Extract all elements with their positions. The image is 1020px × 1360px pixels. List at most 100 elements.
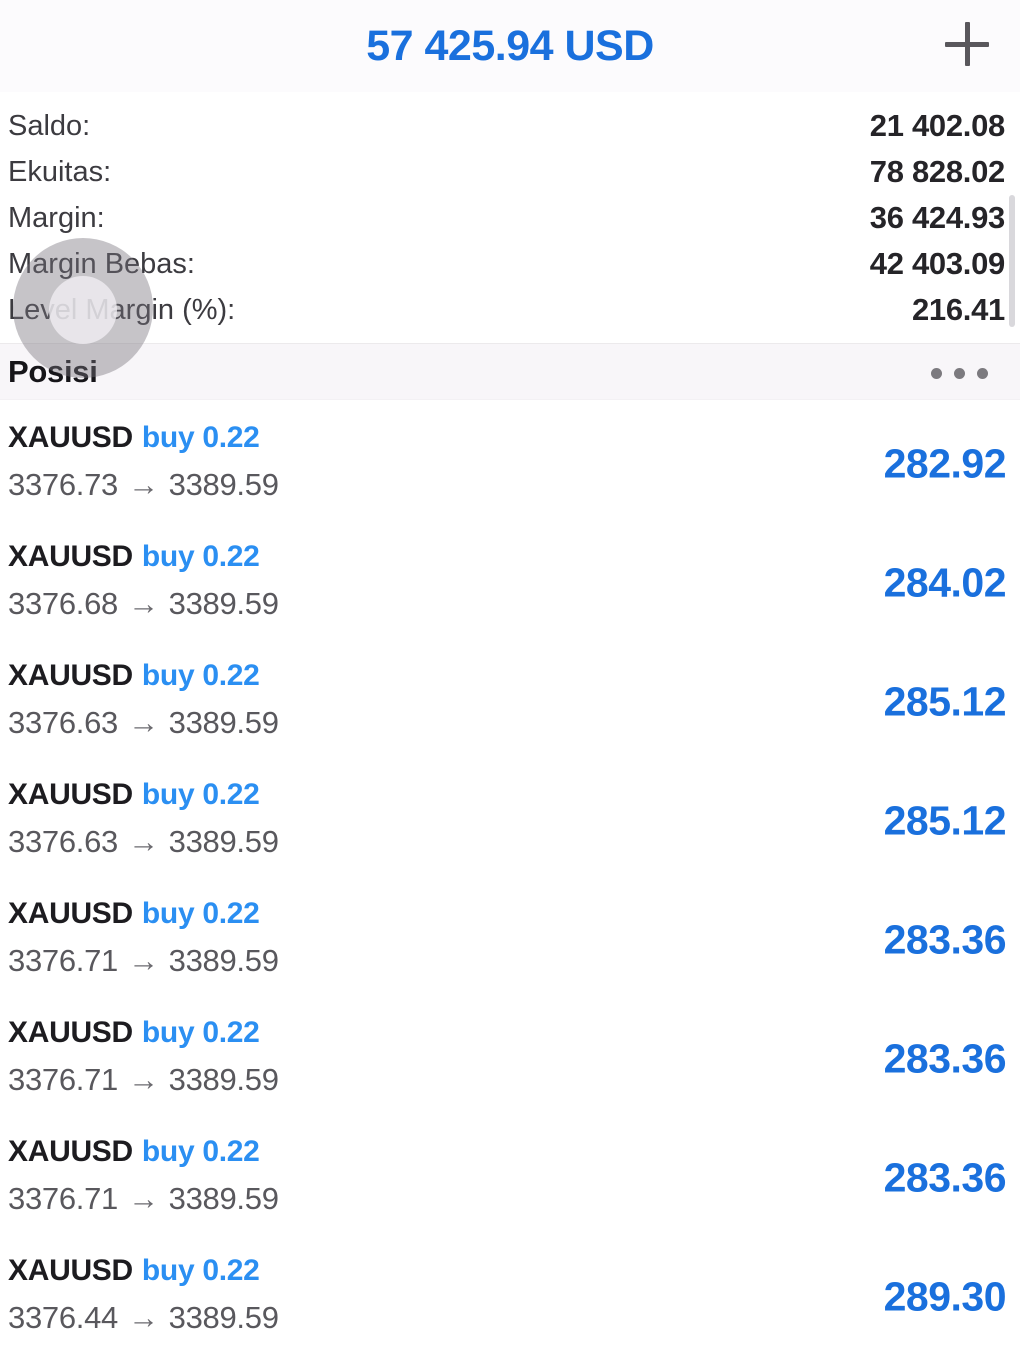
account-summary: Saldo: 21 402.08 Ekuitas: 78 828.02 Marg… — [0, 92, 1020, 378]
arrow-right-icon: → — [127, 586, 159, 621]
position-title: XAUUSD buy 0.22 — [8, 660, 1006, 692]
position-row[interactable]: XAUUSD buy 0.22 3376.44 → 3389.59 289.30 — [0, 1241, 1020, 1360]
arrow-right-icon: → — [127, 1181, 159, 1216]
position-title: XAUUSD buy 0.22 — [8, 541, 1006, 573]
summary-row: Level Margin (%): 216.41 — [8, 287, 1005, 333]
summary-row: Margin: 36 424.93 — [8, 195, 1005, 241]
position-symbol: XAUUSD — [8, 659, 133, 692]
open-price: 3376.63 — [8, 824, 118, 859]
position-symbol: XAUUSD — [8, 778, 133, 811]
summary-label: Margin Bebas: — [8, 247, 195, 280]
position-prices: 3376.44 → 3389.59 — [8, 1300, 1006, 1336]
ellipsis-icon — [954, 368, 965, 379]
position-profit: 289.30 — [883, 1273, 1007, 1320]
position-profit: 284.02 — [883, 559, 1007, 606]
summary-row: Saldo: 21 402.08 — [8, 103, 1005, 149]
position-symbol: XAUUSD — [8, 897, 133, 930]
current-price: 3389.59 — [168, 824, 279, 859]
summary-label: Margin: — [8, 201, 105, 234]
position-side-volume: buy 0.22 — [141, 1016, 260, 1049]
arrow-right-icon: → — [127, 824, 159, 859]
position-title: XAUUSD buy 0.22 — [8, 779, 1006, 811]
add-order-button[interactable] — [944, 21, 990, 67]
position-prices: 3376.71 → 3389.59 — [8, 1181, 1006, 1217]
summary-row: Ekuitas: 78 828.02 — [8, 149, 1005, 195]
current-price: 3389.59 — [168, 943, 279, 978]
position-profit: 282.92 — [883, 440, 1007, 487]
position-symbol: XAUUSD — [8, 1016, 133, 1049]
position-side-volume: buy 0.22 — [141, 540, 260, 573]
arrow-right-icon: → — [127, 467, 159, 502]
position-side-volume: buy 0.22 — [141, 1254, 260, 1287]
position-side-volume: buy 0.22 — [141, 1135, 260, 1168]
position-symbol: XAUUSD — [8, 1254, 133, 1287]
position-profit: 283.36 — [883, 916, 1007, 963]
summary-value: 21 402.08 — [869, 108, 1006, 143]
arrow-right-icon: → — [127, 1300, 159, 1335]
position-profit: 283.36 — [883, 1154, 1007, 1201]
position-title: XAUUSD buy 0.22 — [8, 898, 1006, 930]
position-prices: 3376.71 → 3389.59 — [8, 943, 1006, 979]
position-title: XAUUSD buy 0.22 — [8, 1136, 1006, 1168]
position-profit: 283.36 — [883, 1035, 1007, 1082]
section-title: Posisi — [8, 353, 98, 389]
position-profit: 285.12 — [883, 678, 1007, 725]
positions-list: XAUUSD buy 0.22 3376.73 → 3389.59 282.92 XA… — [0, 408, 1020, 1360]
open-price: 3376.63 — [8, 705, 118, 740]
open-price: 3376.73 — [8, 467, 118, 502]
plus-icon — [965, 22, 970, 66]
current-price: 3389.59 — [168, 1300, 279, 1335]
position-title: XAUUSD buy 0.22 — [8, 422, 1006, 454]
position-row[interactable]: XAUUSD buy 0.22 3376.73 → 3389.59 282.92 — [0, 408, 1020, 527]
summary-value: 78 828.02 — [869, 154, 1006, 189]
position-row[interactable]: XAUUSD buy 0.22 3376.71 → 3389.59 283.36 — [0, 884, 1020, 1003]
open-price: 3376.71 — [8, 943, 118, 978]
position-title: XAUUSD buy 0.22 — [8, 1255, 1006, 1287]
position-prices: 3376.68 → 3389.59 — [8, 586, 1006, 622]
position-title: XAUUSD buy 0.22 — [8, 1017, 1006, 1049]
position-side-volume: buy 0.22 — [141, 421, 260, 454]
open-price: 3376.44 — [8, 1300, 118, 1335]
position-row[interactable]: XAUUSD buy 0.22 3376.71 → 3389.59 283.36 — [0, 1122, 1020, 1241]
position-row[interactable]: XAUUSD buy 0.22 3376.68 → 3389.59 284.02 — [0, 527, 1020, 646]
open-price: 3376.68 — [8, 586, 118, 621]
summary-label: Saldo: — [8, 109, 91, 142]
position-prices: 3376.73 → 3389.59 — [8, 467, 1006, 503]
scrollbar[interactable] — [1009, 195, 1015, 327]
account-balance: 57 425.94 USD — [366, 21, 654, 70]
summary-value: 36 424.93 — [869, 200, 1006, 235]
current-price: 3389.59 — [168, 705, 279, 740]
position-side-volume: buy 0.22 — [141, 778, 260, 811]
position-prices: 3376.71 → 3389.59 — [8, 1062, 1006, 1098]
position-side-volume: buy 0.22 — [141, 897, 260, 930]
summary-label: Level Margin (%): — [8, 293, 236, 326]
position-symbol: XAUUSD — [8, 540, 133, 573]
ellipsis-icon — [931, 368, 942, 379]
positions-menu-button[interactable] — [921, 358, 1012, 385]
summary-value: 216.41 — [911, 292, 1005, 327]
positions-section-header: Posisi — [0, 343, 1020, 400]
arrow-right-icon: → — [127, 943, 159, 978]
open-price: 3376.71 — [8, 1062, 118, 1097]
current-price: 3389.59 — [168, 1062, 279, 1097]
summary-value: 42 403.09 — [869, 246, 1006, 281]
position-row[interactable]: XAUUSD buy 0.22 3376.63 → 3389.59 285.12 — [0, 646, 1020, 765]
position-prices: 3376.63 → 3389.59 — [8, 824, 1006, 860]
position-profit: 285.12 — [883, 797, 1007, 844]
header: 57 425.94 USD — [0, 0, 1020, 92]
arrow-right-icon: → — [127, 1062, 159, 1097]
current-price: 3389.59 — [168, 467, 279, 502]
current-price: 3389.59 — [168, 1181, 279, 1216]
position-prices: 3376.63 → 3389.59 — [8, 705, 1006, 741]
ellipsis-icon — [977, 368, 988, 379]
position-side-volume: buy 0.22 — [141, 659, 260, 692]
summary-row: Margin Bebas: 42 403.09 — [8, 241, 1005, 287]
position-symbol: XAUUSD — [8, 421, 133, 454]
arrow-right-icon: → — [127, 705, 159, 740]
position-row[interactable]: XAUUSD buy 0.22 3376.63 → 3389.59 285.12 — [0, 765, 1020, 884]
position-symbol: XAUUSD — [8, 1135, 133, 1168]
open-price: 3376.71 — [8, 1181, 118, 1216]
summary-label: Ekuitas: — [8, 155, 112, 188]
current-price: 3389.59 — [168, 586, 279, 621]
position-row[interactable]: XAUUSD buy 0.22 3376.71 → 3389.59 283.36 — [0, 1003, 1020, 1122]
